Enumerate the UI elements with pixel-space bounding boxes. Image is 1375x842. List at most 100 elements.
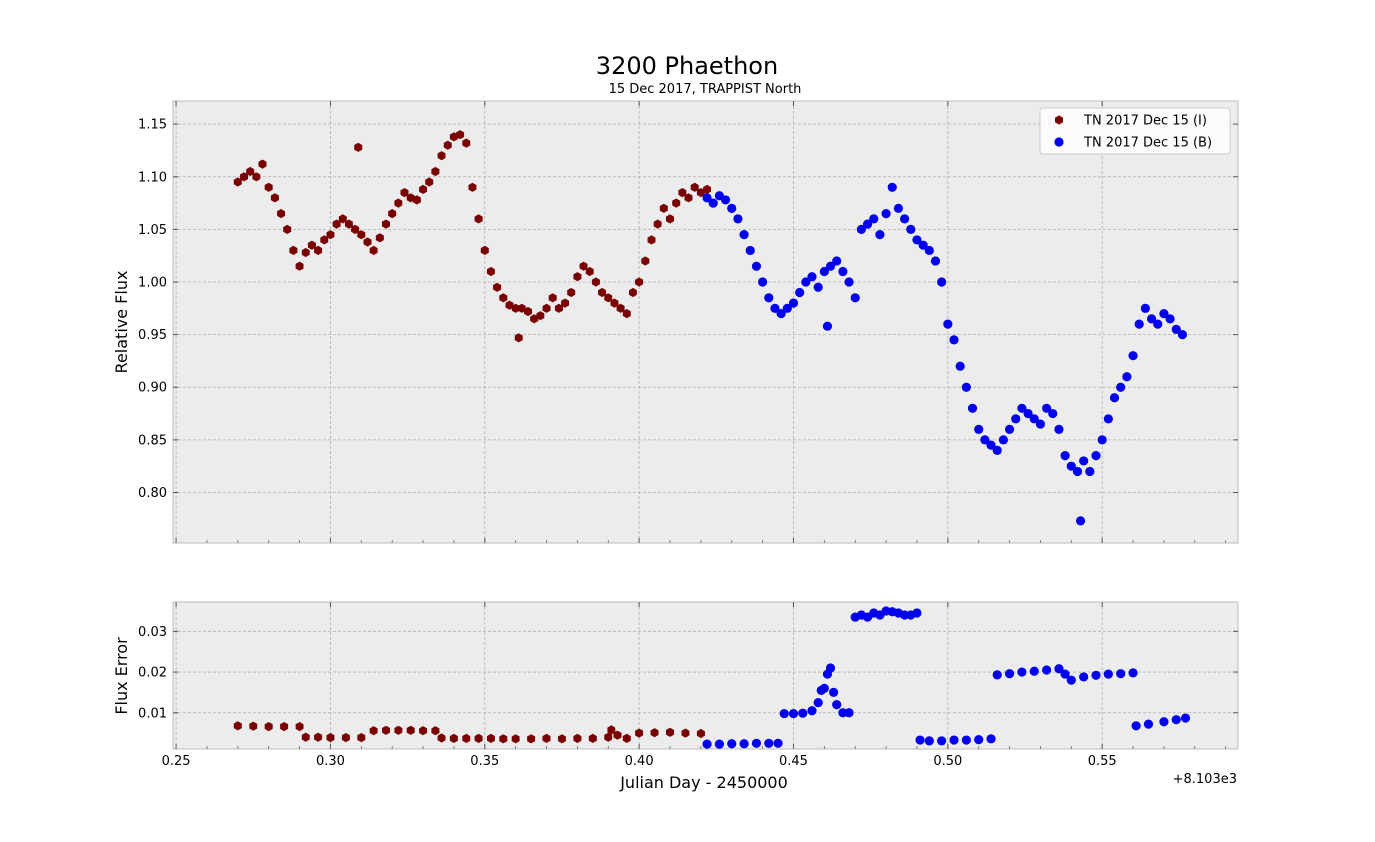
y-tick-label: 1.15 <box>138 118 167 133</box>
i-band-point <box>375 233 384 243</box>
b-band-point <box>850 293 860 303</box>
b-band-point <box>739 230 749 240</box>
b-band-point <box>822 321 833 331</box>
i-band-point <box>536 311 545 321</box>
i-band-point <box>233 721 242 731</box>
y-tick-label: 0.02 <box>138 666 167 681</box>
b-band-point <box>924 245 934 256</box>
i-band-point <box>240 172 248 182</box>
i-band-point <box>351 224 360 234</box>
y-tick-label: 1.00 <box>138 276 167 291</box>
i-band-point <box>246 166 255 177</box>
b-band-point <box>1075 516 1086 526</box>
b-band-point <box>1159 717 1169 727</box>
b-band-point <box>893 203 904 213</box>
b-band-point <box>1091 451 1101 461</box>
b-band-point <box>1134 319 1144 329</box>
b-band-point <box>776 308 786 319</box>
b-band-point <box>1054 664 1064 674</box>
i-band-point <box>307 240 316 250</box>
i-band-point <box>431 166 440 177</box>
chart-subtitle: 15 Dec 2017, TRAPPIST North <box>609 82 802 97</box>
error-points <box>233 606 1191 749</box>
i-band-point <box>388 209 397 219</box>
i-band-point <box>635 728 644 738</box>
b-band-point <box>788 298 799 308</box>
y-tick-label: 0.85 <box>138 433 167 448</box>
b-band-point <box>900 214 910 224</box>
i-band-point <box>666 727 674 737</box>
b-band-point <box>1116 669 1126 679</box>
b-band-point <box>1004 669 1015 679</box>
i-band-point <box>585 266 594 277</box>
chart-title: 3200 Phaethon <box>596 52 778 80</box>
b-band-point <box>887 182 897 192</box>
x-tick-label: 0.40 <box>625 754 654 769</box>
b-band-point <box>813 697 823 708</box>
b-band-point <box>943 319 953 329</box>
i-band-point <box>326 733 335 743</box>
b-band-point <box>1177 330 1188 340</box>
i-band-point <box>301 732 310 742</box>
i-band-point <box>295 261 304 271</box>
b-band-point <box>801 277 811 287</box>
b-band-point <box>1143 719 1154 729</box>
error-panel-background <box>172 601 1239 750</box>
i-band-point <box>382 725 390 735</box>
b-band-point <box>832 256 842 266</box>
i-band-point <box>258 159 267 169</box>
b-band-point <box>1042 665 1052 675</box>
i-band-point <box>647 235 656 245</box>
b-band-point <box>795 287 805 298</box>
i-band-point <box>462 733 471 743</box>
i-band-point <box>412 195 421 205</box>
y-tick-label: 1.10 <box>138 170 167 185</box>
b-band-point <box>807 272 817 282</box>
i-band-point <box>573 733 582 743</box>
b-band-point <box>798 708 808 718</box>
flux-x-ticks <box>175 101 1227 543</box>
i-band-point <box>233 177 242 187</box>
b-band-point <box>745 245 755 256</box>
b-band-point <box>949 335 959 345</box>
error-y-axis-label: Flux Error <box>112 637 131 715</box>
i-band-point <box>653 219 662 229</box>
i-band-point <box>514 333 523 343</box>
b-band-point <box>918 240 928 250</box>
b-band-point <box>1017 667 1027 677</box>
i-band-point <box>579 261 588 271</box>
b-band-point <box>1035 419 1046 429</box>
b-band-point <box>980 435 990 445</box>
b-band-point <box>844 708 854 718</box>
i-band-point <box>419 184 427 194</box>
i-band-point <box>511 734 520 744</box>
i-band-point <box>530 314 539 324</box>
b-band-point <box>819 683 829 693</box>
b-band-point <box>819 266 829 277</box>
i-band-point <box>326 230 335 240</box>
i-band-point <box>622 309 631 319</box>
legend: TN 2017 Dec 15 (I) TN 2017 Dec 15 (B) <box>1039 107 1231 155</box>
legend-label: TN 2017 Dec 15 (B) <box>1083 136 1212 151</box>
b-band-point <box>770 303 780 313</box>
b-band-point <box>782 303 792 313</box>
b-band-point <box>1066 461 1076 471</box>
i-band-point <box>437 733 446 743</box>
b-band-point <box>955 361 965 371</box>
b-band-point <box>1091 670 1101 680</box>
b-band-point <box>739 739 749 749</box>
i-band-point <box>610 298 619 308</box>
i-band-point <box>289 245 298 255</box>
i-band-point <box>345 219 353 229</box>
b-band-point <box>733 214 743 224</box>
i-band-point <box>591 277 600 287</box>
b-band-point <box>924 736 934 746</box>
y-tick-label: 0.95 <box>138 328 167 343</box>
b-band-point <box>1042 403 1052 413</box>
y-tick-label: 0.80 <box>138 486 167 501</box>
b-band-point <box>1116 382 1126 392</box>
b-band-point <box>825 663 836 673</box>
i-band-point <box>622 733 631 743</box>
b-band-point <box>1122 372 1132 382</box>
